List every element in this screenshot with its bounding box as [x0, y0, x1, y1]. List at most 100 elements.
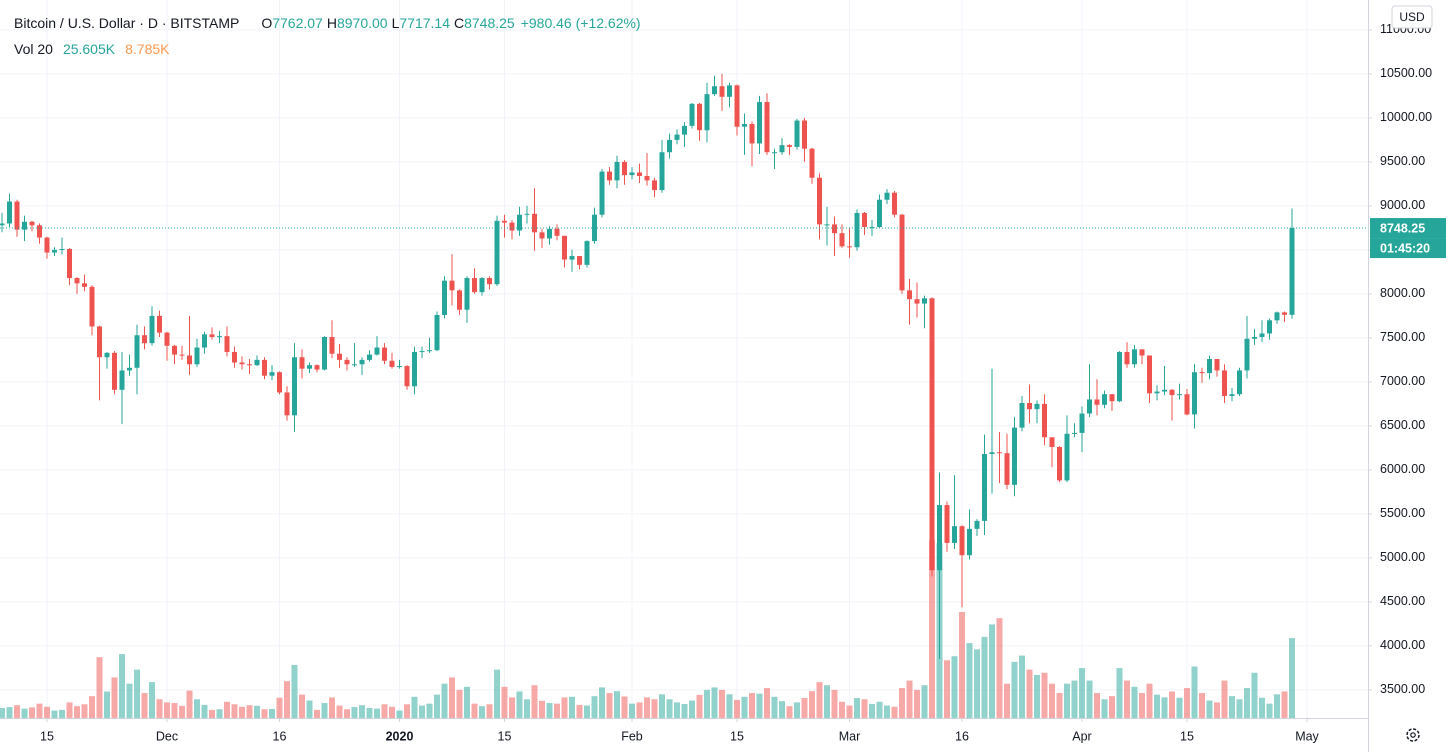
volume-bar: [344, 709, 350, 718]
volume-bar: [1236, 699, 1243, 718]
volume-bar: [1139, 693, 1145, 718]
y-tick-label: 9000.00: [1380, 198, 1425, 212]
candle-body: [37, 225, 42, 238]
candle-body: [457, 290, 462, 310]
volume-bar: [51, 710, 58, 718]
volume-bar: [1034, 674, 1040, 718]
candle-body: [179, 354, 185, 356]
volume-bar: [1011, 661, 1018, 718]
volume-bar: [659, 694, 665, 718]
volume-bar: [426, 703, 433, 718]
candle-body: [74, 278, 80, 284]
candle-body: [749, 124, 755, 144]
volume-bar: [621, 696, 628, 718]
candle-body: [622, 161, 627, 176]
candle-body: [952, 526, 957, 543]
x-tick-label: May: [1295, 729, 1319, 743]
candle-body: [614, 161, 620, 181]
candle-body: [82, 283, 87, 287]
volume-bar: [884, 705, 890, 718]
volume-bar: [171, 703, 178, 718]
volume-bar: [831, 689, 838, 718]
candle-body: [727, 85, 732, 97]
candle-body: [839, 233, 845, 247]
open-label: O: [261, 15, 273, 31]
candle-body: [832, 224, 837, 234]
volume-bar: [719, 689, 725, 718]
volume-bar: [231, 704, 238, 718]
y-tick-label: 10000.00: [1380, 110, 1432, 124]
volume-bar: [1101, 699, 1108, 718]
candle-body: [1102, 394, 1107, 405]
candle-body: [854, 212, 860, 248]
candle-body: [704, 94, 710, 131]
candle-body: [794, 120, 800, 147]
candle-body: [247, 364, 252, 366]
volume-bar: [284, 681, 290, 718]
volume-bar: [194, 699, 200, 718]
candle-body: [1237, 370, 1242, 395]
candle-body: [802, 120, 807, 149]
volume-bar: [696, 694, 703, 718]
volume-bar: [749, 693, 755, 718]
candle-body: [824, 224, 830, 226]
candle-body: [329, 337, 335, 354]
candle-body: [1064, 433, 1070, 481]
candle-body: [817, 177, 822, 225]
volume-bar: [1184, 688, 1190, 718]
candle-body: [532, 213, 537, 233]
open-value: 7762.07: [272, 15, 323, 31]
candle-body: [344, 359, 350, 365]
candle-body: [479, 278, 485, 293]
volume-bar: [651, 699, 658, 718]
change: +980.46 (+12.62%): [520, 15, 641, 31]
candle-body: [847, 246, 852, 248]
candle-body: [757, 102, 762, 144]
volume-bar: [449, 677, 455, 718]
symbol: Bitcoin / U.S. Dollar · D · BITSTAMP: [14, 15, 240, 31]
candle-body: [277, 372, 282, 393]
candle-body: [1274, 312, 1280, 321]
x-tick-label: 15: [498, 729, 512, 743]
volume-bar: [81, 704, 88, 718]
volume-bar: [614, 691, 620, 718]
volume-bar: [959, 611, 965, 718]
candle-body: [892, 192, 897, 215]
candle-body: [937, 505, 942, 571]
candle-body: [427, 350, 432, 352]
volume-bar: [726, 694, 733, 718]
candle-body: [884, 192, 890, 200]
volume-bar: [1214, 702, 1220, 718]
candle-body: [172, 345, 177, 355]
time-axis-bg: [0, 718, 1368, 752]
volume-bar: [336, 705, 343, 718]
volume-bar: [869, 703, 875, 718]
volume-bar: [66, 702, 73, 718]
volume-bar: [224, 701, 230, 718]
volume-bar: [1206, 700, 1213, 718]
candle-body: [982, 454, 987, 521]
candle-body: [14, 201, 20, 230]
volume-bar: [434, 694, 440, 718]
volume-bar: [824, 685, 830, 718]
y-tick-label: 5500.00: [1380, 506, 1425, 520]
volume-bar: [666, 699, 673, 718]
candle-body: [1222, 370, 1227, 396]
volume-bar: [794, 702, 800, 718]
candle-body: [1229, 394, 1235, 396]
candle-body: [494, 220, 500, 285]
price-legend: Bitcoin / U.S. Dollar · D · BITSTAMP O 77…: [14, 10, 641, 36]
volume-bar: [269, 708, 275, 718]
candle-body: [899, 214, 905, 291]
countdown-box: [1370, 238, 1446, 259]
volume-bar: [914, 689, 920, 718]
x-tick-label: Apr: [1072, 729, 1091, 743]
countdown: 01:45:20: [1380, 241, 1430, 255]
volume-bar: [1116, 668, 1123, 718]
candle-body: [1094, 399, 1100, 405]
candle-body: [569, 256, 575, 260]
candle-body: [217, 336, 222, 338]
volume-bar: [74, 706, 80, 718]
volume-bar: [591, 696, 598, 718]
volume-bar: [314, 709, 320, 718]
